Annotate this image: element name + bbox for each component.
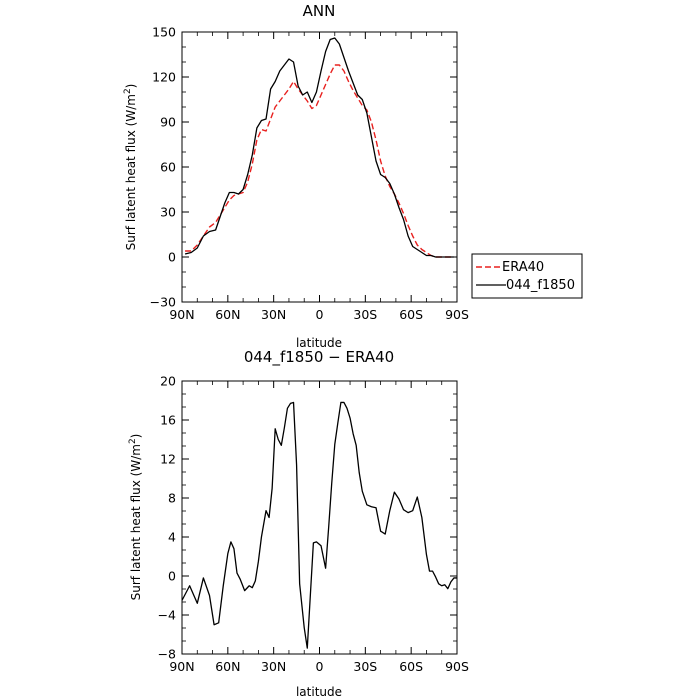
top-y-tick-label: −30 — [150, 295, 176, 310]
top-chart-title: ANN — [303, 2, 336, 20]
bottom-x-tick-label: 30N — [261, 659, 286, 674]
top-y-tick-label: 60 — [160, 160, 176, 175]
bottom-x-tick-label: 30S — [353, 659, 377, 674]
legend-box — [471, 253, 583, 299]
top-series-group — [184, 37, 454, 258]
top-series-line-era40 — [185, 64, 454, 258]
bottom-y-tick-label: 4 — [168, 530, 176, 545]
bottom-x-tick-label: 90S — [445, 659, 469, 674]
top-x-tick-label: 90S — [445, 307, 469, 322]
bottom-axis-ticks: −8 −4 0 4 8 12 16 20 90N 60N 30N 0 30S 60S 90S — [158, 374, 469, 675]
top-y-axis-label: Surf latent heat flux (W/m2) — [123, 84, 138, 251]
bottom-chart-title: 044_f1850 − ERA40 — [244, 348, 394, 367]
bottom-series-line-diff-0 — [181, 401, 457, 649]
bottom-x-axis-label: latitude — [296, 685, 342, 699]
top-y-tick-label: 150 — [152, 25, 176, 40]
bottom-x-tick-label: 90N — [169, 659, 194, 674]
top-y-tick-label: 0 — [168, 250, 176, 265]
bottom-y-tick-label: 20 — [160, 374, 176, 389]
top-legend: ERA40 044_f1850 — [471, 253, 583, 299]
bottom-x-tick-label: 60S — [399, 659, 423, 674]
top-plot-frame — [181, 31, 458, 303]
top-x-axis-label: latitude — [296, 336, 342, 350]
top-x-tick-label: 0 — [316, 307, 324, 322]
bottom-y-tick-label: −4 — [158, 608, 176, 623]
legend-label-044-f1850: 044_f1850 — [506, 278, 575, 293]
top-y-tick-label: 90 — [160, 115, 176, 130]
top-y-tick-label: 30 — [160, 205, 176, 220]
legend-label-era40: ERA40 — [502, 260, 544, 275]
top-series-line-044-f1850 — [184, 37, 454, 258]
top-x-tick-label: 60S — [399, 307, 423, 322]
top-axis-ticks: −30 0 30 60 90 120 150 90N 60N 30N 0 30S 60S 90S — [150, 25, 469, 323]
bottom-series-group — [181, 401, 457, 649]
bottom-y-axis-label: Surf latent heat flux (W/m2) — [128, 434, 143, 601]
top-y-tick-label: 120 — [152, 70, 176, 85]
bottom-y-tick-label: 8 — [168, 491, 176, 506]
bottom-x-tick-label: 0 — [316, 659, 324, 674]
bottom-x-tick-label: 60N — [215, 659, 240, 674]
bottom-plot-frame — [181, 380, 458, 655]
bottom-y-tick-label: −8 — [158, 647, 176, 662]
top-x-tick-label: 30S — [353, 307, 377, 322]
top-x-tick-label: 30N — [261, 307, 286, 322]
top-x-tick-label: 90N — [169, 307, 194, 322]
bottom-chart: 044_f1850 − ERA40 −8 −4 0 4 8 12 16 20 90N 60N 30N… — [128, 348, 469, 699]
top-x-tick-label: 60N — [215, 307, 240, 322]
bottom-y-tick-label: 0 — [168, 569, 176, 584]
bottom-y-tick-label: 16 — [160, 413, 176, 428]
bottom-y-tick-label: 12 — [160, 452, 176, 467]
